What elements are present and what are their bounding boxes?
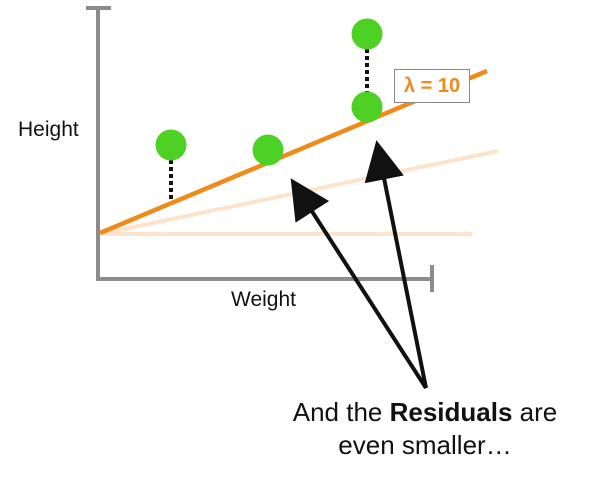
caption-suffix: are	[519, 397, 558, 427]
caption-line-2: even smaller…	[338, 430, 512, 460]
lambda-label-box: λ = 10	[394, 69, 470, 103]
x-axis-label: Weight	[231, 288, 296, 311]
data-point-2	[252, 134, 284, 166]
data-point-4	[351, 18, 383, 50]
data-point-1	[155, 129, 187, 161]
caption-bold-word: Residuals	[389, 397, 513, 427]
arrow-to-line	[290, 178, 428, 390]
arrow-to-point	[364, 140, 428, 389]
caption-line-1: And the Residuals are	[250, 396, 600, 429]
data-point-3	[351, 91, 383, 123]
lambda-label: λ = 10	[403, 74, 461, 97]
y-axis-label: Height	[18, 118, 79, 141]
caption-prefix: And the	[292, 397, 383, 427]
caption: And the Residuals are even smaller…	[250, 396, 600, 462]
axes	[86, 6, 434, 292]
